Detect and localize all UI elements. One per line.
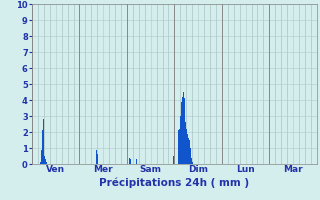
Bar xyxy=(184,98,185,164)
Bar xyxy=(179,129,180,164)
Bar xyxy=(187,134,188,164)
Bar xyxy=(180,116,181,164)
Bar xyxy=(46,162,47,164)
Bar xyxy=(192,162,193,164)
Bar xyxy=(129,158,130,164)
Bar xyxy=(183,92,184,164)
Bar xyxy=(130,159,132,164)
Bar xyxy=(185,122,186,164)
Bar xyxy=(178,130,179,164)
Bar xyxy=(173,156,174,164)
Bar xyxy=(189,140,190,164)
Bar xyxy=(44,156,45,164)
Bar xyxy=(96,150,97,164)
Bar xyxy=(182,97,183,164)
Bar xyxy=(188,138,189,164)
Bar xyxy=(40,162,41,164)
Bar xyxy=(190,148,191,164)
Bar xyxy=(186,129,187,164)
Bar xyxy=(41,150,42,164)
Bar xyxy=(181,102,182,164)
Bar xyxy=(97,154,98,164)
Bar xyxy=(136,159,137,164)
Bar xyxy=(191,158,192,164)
Bar xyxy=(45,159,46,164)
X-axis label: Précipitations 24h ( mm ): Précipitations 24h ( mm ) xyxy=(99,177,250,188)
Bar xyxy=(42,130,44,164)
